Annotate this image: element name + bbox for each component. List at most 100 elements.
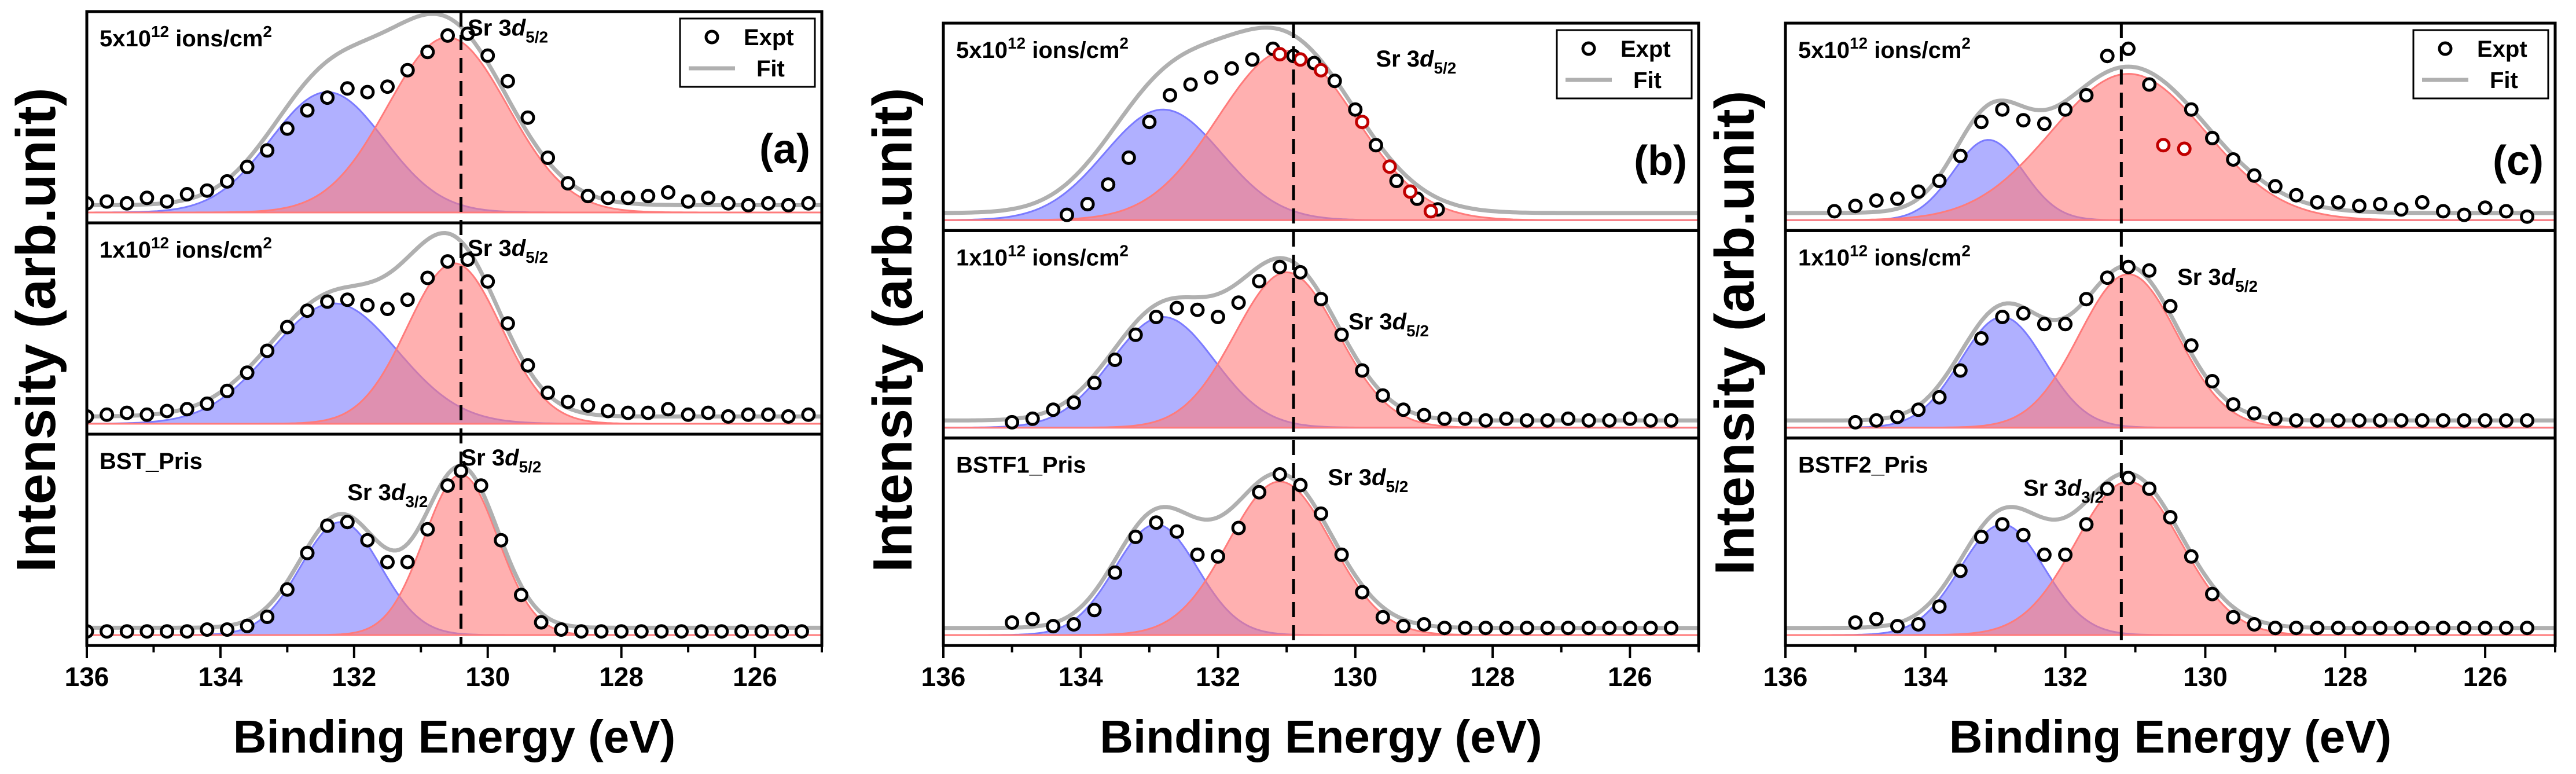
panel-label: (c) bbox=[2493, 138, 2544, 184]
expt-point bbox=[1293, 478, 1308, 493]
expt-point bbox=[320, 518, 335, 533]
panel-label: (b) bbox=[1634, 138, 1687, 184]
x-tick-label: 128 bbox=[2323, 662, 2368, 692]
sample-label: BSTF1_Pris bbox=[956, 453, 1086, 478]
expt-point bbox=[1314, 63, 1328, 78]
expt-point bbox=[2457, 207, 2472, 222]
expt-point bbox=[2436, 204, 2450, 219]
expt-point bbox=[2205, 586, 2219, 601]
expt-point bbox=[1953, 148, 1968, 163]
expt-point bbox=[2331, 195, 2346, 210]
expt-point bbox=[420, 45, 435, 60]
expt-point bbox=[2394, 202, 2409, 217]
expt-point bbox=[641, 189, 656, 204]
expt-point bbox=[1190, 547, 1205, 562]
expt-point bbox=[260, 610, 275, 624]
expt-point bbox=[1375, 610, 1390, 625]
subpanel-frame bbox=[942, 436, 1700, 647]
expt-point bbox=[2520, 209, 2535, 224]
expt-point bbox=[2079, 88, 2094, 102]
legend-fit-label: Fit bbox=[1633, 68, 1662, 93]
expt-point bbox=[2268, 179, 2283, 194]
expt-point bbox=[100, 194, 115, 209]
expt-point bbox=[260, 343, 275, 358]
expt-point bbox=[300, 545, 315, 560]
expt-point bbox=[1561, 621, 1576, 636]
x-tick-label: 126 bbox=[733, 662, 777, 692]
expt-point bbox=[160, 624, 174, 639]
expt-point bbox=[240, 159, 255, 174]
expt-point bbox=[601, 403, 615, 419]
expt-point bbox=[1848, 615, 1863, 630]
expt-point bbox=[1932, 599, 1947, 614]
expt-point bbox=[2310, 621, 2325, 636]
peak-3d52-area bbox=[87, 474, 822, 636]
expt-point bbox=[1211, 549, 1225, 564]
expt-point bbox=[1499, 411, 1514, 426]
subpanel: BST_Pris Sr 3d3/2 Sr 3d5/2 bbox=[85, 432, 824, 647]
expt-point bbox=[2121, 471, 2136, 486]
expt-point bbox=[1869, 413, 1884, 428]
x-tick-label: 136 bbox=[921, 662, 966, 692]
expt-point bbox=[594, 624, 609, 639]
x-axis-label: Binding Energy (eV) bbox=[1949, 711, 2392, 762]
expt-point bbox=[2184, 102, 2199, 117]
expt-point bbox=[1025, 611, 1040, 626]
expt-point bbox=[320, 90, 335, 105]
x-tick-label: 130 bbox=[465, 662, 510, 692]
expt-point bbox=[1478, 621, 1493, 636]
expt-point bbox=[200, 183, 215, 198]
subpanel: 1x1012 ions/cm2 Sr 3d5/2 bbox=[1784, 229, 2557, 440]
peak-annotation: Sr 3d5/2 bbox=[468, 236, 548, 266]
expt-point bbox=[2205, 374, 2219, 388]
expt-point bbox=[494, 533, 509, 548]
expt-point bbox=[1417, 408, 1431, 423]
peak-annotation: Sr 3d5/2 bbox=[461, 445, 542, 476]
expt-point bbox=[754, 624, 769, 639]
sample-label: 5x1012 ions/cm2 bbox=[956, 34, 1129, 63]
expt-point bbox=[1382, 159, 1397, 174]
expt-point bbox=[380, 79, 395, 94]
expt-point bbox=[1066, 617, 1081, 632]
x-tick-label: 134 bbox=[199, 662, 243, 692]
expt-point bbox=[774, 624, 789, 639]
expt-point bbox=[2415, 621, 2430, 636]
expt-point bbox=[119, 196, 134, 211]
expt-point bbox=[1252, 274, 1267, 289]
expt-point bbox=[1087, 376, 1102, 391]
peak-3d52-area bbox=[87, 36, 822, 214]
expt-point bbox=[2037, 547, 2052, 562]
expt-point bbox=[280, 121, 295, 136]
subpanel-frame bbox=[1784, 436, 2557, 647]
expt-point bbox=[661, 185, 675, 200]
expt-point bbox=[1169, 300, 1184, 316]
expt-point bbox=[1396, 619, 1411, 634]
expt-point bbox=[534, 615, 549, 630]
expt-point bbox=[2498, 413, 2513, 428]
x-tick-label: 136 bbox=[65, 662, 109, 692]
legend-expt-marker bbox=[704, 30, 719, 45]
expt-point bbox=[160, 403, 174, 419]
x-tick-label: 126 bbox=[1608, 662, 1652, 692]
x-tick-label: 128 bbox=[599, 662, 644, 692]
expt-point bbox=[179, 187, 194, 201]
subpanel: 1x1012 ions/cm2 Sr 3d5/2 bbox=[942, 229, 1700, 440]
expt-point bbox=[1245, 52, 1260, 67]
expt-point bbox=[580, 398, 596, 413]
expt-point bbox=[554, 622, 569, 637]
expt-point bbox=[1121, 150, 1136, 165]
expt-point bbox=[1664, 621, 1678, 636]
expt-point bbox=[614, 624, 629, 639]
expt-point bbox=[1540, 621, 1555, 636]
expt-point bbox=[2247, 168, 2262, 183]
expt-point bbox=[1314, 292, 1328, 307]
expt-point bbox=[2352, 199, 2366, 214]
expt-point bbox=[741, 197, 756, 212]
expt-point bbox=[2100, 49, 2115, 64]
expt-point bbox=[2289, 188, 2304, 203]
expt-point bbox=[2163, 510, 2178, 524]
expt-point bbox=[100, 624, 115, 639]
subpanel: 5x1012 ions/cm2 bbox=[1784, 21, 2557, 232]
expt-point bbox=[1869, 193, 1884, 208]
expt-point bbox=[1183, 77, 1198, 92]
